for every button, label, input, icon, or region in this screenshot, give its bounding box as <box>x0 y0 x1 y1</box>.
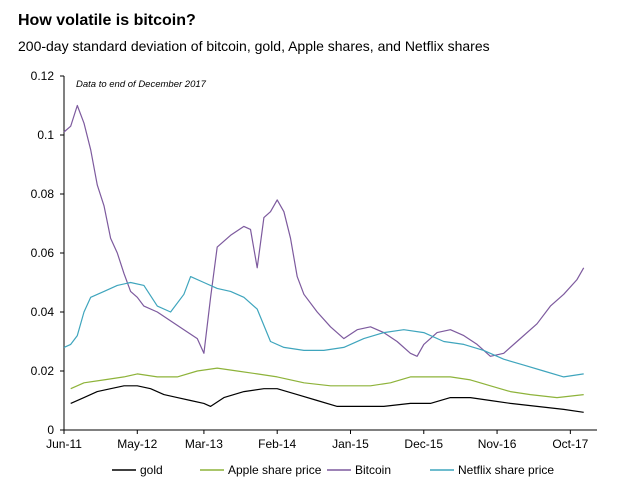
x-tick-label: Jan-15 <box>332 437 369 451</box>
series-line-apple-share-price <box>70 367 584 399</box>
x-tick-label: Jun-11 <box>46 437 82 451</box>
legend-label: Apple share price <box>228 463 322 477</box>
x-tick-label: Nov-16 <box>478 437 517 451</box>
y-tick-label: 0.08 <box>31 187 55 201</box>
y-tick-label: 0.1 <box>37 128 54 142</box>
legend: gold Apple share price Bitcoin Netflix shar… <box>112 463 554 477</box>
series-line-netflix-share-price <box>63 276 584 378</box>
legend-label: Bitcoin <box>355 463 391 477</box>
page-subtitle: 200-day standard deviation of bitcoin, g… <box>18 38 490 54</box>
data-note: Data to end of December 2017 <box>76 79 207 90</box>
series-line-gold <box>70 385 584 413</box>
x-tick-label: May-12 <box>117 437 157 451</box>
series-line-bitcoin <box>63 104 585 357</box>
x-tick-label: Mar-13 <box>185 437 223 451</box>
series-lines <box>63 104 585 413</box>
y-tick-label: 0 <box>47 423 54 437</box>
y-tick-label: 0.06 <box>31 246 55 260</box>
x-ticks: Jun-11 May-12 Mar-13 Feb-14 Jan-15 Dec-15 Nov-… <box>46 430 589 451</box>
legend-label: Netflix share price <box>458 463 554 477</box>
x-tick-label: Dec-15 <box>404 437 443 451</box>
y-tick-label: 0.12 <box>31 69 55 83</box>
x-tick-label: Oct-17 <box>552 437 588 451</box>
y-tick-label: 0.02 <box>31 364 55 378</box>
x-tick-label: Feb-14 <box>258 437 296 451</box>
legend-label: gold <box>140 463 163 477</box>
page-title: How volatile is bitcoin? <box>18 12 196 29</box>
y-ticks: 0 0.02 0.04 0.06 0.08 0.1 0.12 <box>31 69 64 437</box>
y-tick-label: 0.04 <box>31 305 55 319</box>
